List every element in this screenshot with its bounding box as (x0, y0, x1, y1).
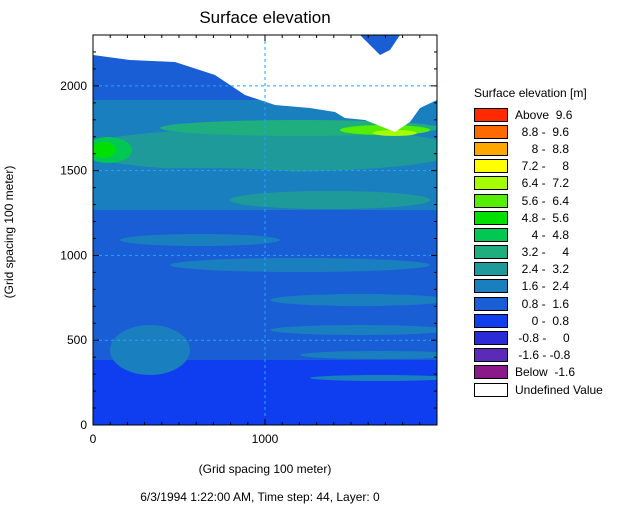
legend-swatch (474, 227, 508, 242)
legend-entry: 6.4 - 7.2 (474, 175, 603, 192)
legend-title: Surface elevation [m] (474, 86, 587, 100)
legend-label: 4 - 4.8 (515, 227, 570, 242)
band-upper-2 (93, 168, 330, 192)
legend-swatch (474, 141, 508, 156)
legend-swatch (474, 245, 508, 260)
legend-entry: 8 - 8.8 (474, 140, 603, 157)
legend-entry: Above 9.6 (474, 106, 603, 123)
legend-entry: 2.4 - 3.2 (474, 261, 603, 278)
stripe-3 (270, 294, 437, 306)
legend-label: 4.8 - 5.6 (515, 210, 570, 225)
stripe-7 (110, 325, 190, 375)
legend-entry: 5.6 - 6.4 (474, 192, 603, 209)
legend-entry: 4.8 - 5.6 (474, 209, 603, 226)
legend-swatch (474, 313, 508, 328)
band-left-spot-core (93, 142, 116, 158)
legend-label: 7.2 - 8 (515, 159, 570, 174)
legend-entry: 0 - 0.8 (474, 312, 603, 329)
y-tick-label: 2000 (60, 79, 87, 93)
legend-swatch (474, 262, 508, 277)
legend-label: 8 - 8.8 (515, 141, 570, 156)
stripe-4 (270, 325, 437, 335)
band-mid (230, 191, 430, 209)
legend-entry: 3.2 - 4 (474, 244, 603, 261)
legend-entry: 4 - 4.8 (474, 226, 603, 243)
stripe-1 (170, 258, 430, 272)
legend-swatch (474, 210, 508, 225)
x-tick-label: 1000 (252, 432, 279, 446)
legend-entry: Below -1.6 (474, 364, 603, 381)
legend-swatch (474, 279, 508, 294)
legend-swatch (474, 193, 508, 208)
legend-swatch (474, 348, 508, 363)
legend-entry: 8.8 - 9.6 (474, 123, 603, 140)
stripe-6 (310, 375, 437, 381)
stripe-2 (120, 234, 280, 246)
legend-swatch (474, 382, 508, 397)
legend-label: Undefined Value (515, 382, 603, 397)
y-tick-label: 0 (80, 418, 87, 432)
grid-lines (93, 35, 437, 425)
chart-title: Surface elevation (199, 8, 331, 27)
stripe-5 (300, 351, 437, 359)
legend-entry: 1.6 - 2.4 (474, 278, 603, 295)
legend-entry: -0.8 - 0 (474, 329, 603, 346)
legend-swatch (474, 176, 508, 191)
legend-label: -0.8 - 0 (515, 331, 570, 346)
x-axis-label: (Grid spacing 100 meter) (198, 462, 332, 476)
legend-label: 2.4 - 3.2 (515, 262, 570, 277)
legend-label: 1.6 - 2.4 (515, 279, 570, 294)
legend-swatch (474, 365, 508, 380)
legend-swatch (474, 107, 508, 122)
y-tick-label: 1000 (60, 248, 87, 262)
legend-label: 8.8 - 9.6 (515, 124, 570, 139)
legend-label: 5.6 - 6.4 (515, 193, 570, 208)
timestamp-caption: 6/3/1994 1:22:00 AM, Time step: 44, Laye… (140, 490, 380, 504)
band-ridge-yellow (373, 130, 417, 136)
legend-label: -1.6 - -0.8 (515, 348, 571, 363)
legend-label: Above 9.6 (515, 107, 573, 122)
legend-label: 0.8 - 1.6 (515, 296, 570, 311)
legend-swatch (474, 159, 508, 174)
legend-swatch (474, 331, 508, 346)
legend-entry: 0.8 - 1.6 (474, 295, 603, 312)
legend-label: 6.4 - 7.2 (515, 176, 570, 191)
legend-entry: -1.6 - -0.8 (474, 347, 603, 364)
legend-entry: Undefined Value (474, 381, 603, 398)
x-tick-label: 0 (90, 432, 97, 446)
y-tick-label: 500 (67, 333, 87, 347)
axis-ticks: 0 1000 0 500 1000 1500 2000 (60, 34, 438, 446)
y-tick-label: 1500 (60, 164, 87, 178)
legend-entry: 7.2 - 8 (474, 158, 603, 175)
legend-label: 3.2 - 4 (515, 245, 570, 260)
legend-swatch (474, 296, 508, 311)
legend-label: 0 - 0.8 (515, 313, 570, 328)
legend: Surface elevation [m] Above 9.6 8.8 - 9.… (474, 86, 603, 398)
legend-label: Below -1.6 (515, 365, 576, 380)
legend-swatch (474, 124, 508, 139)
